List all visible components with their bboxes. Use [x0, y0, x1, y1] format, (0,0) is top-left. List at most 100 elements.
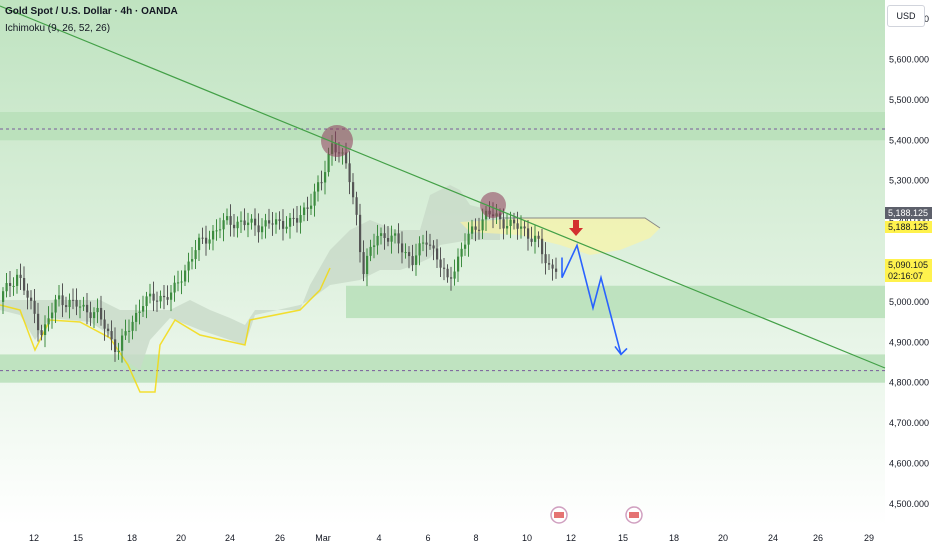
candle-body [58, 295, 61, 300]
candle-body [310, 205, 313, 209]
time-axis-label: 24 [225, 533, 235, 543]
price-axis-label: 5,000.000 [889, 297, 929, 307]
candle-body [453, 271, 456, 279]
candle-body [222, 220, 225, 230]
candle-body [502, 219, 505, 229]
candle-body [369, 246, 372, 256]
candle-body [163, 295, 166, 298]
us-event-flag-1 [629, 512, 639, 518]
zone-1 [346, 285, 885, 319]
candle-body [408, 252, 411, 257]
candle-body [268, 220, 271, 224]
candle-body [89, 312, 92, 319]
time-axis-label: 6 [425, 533, 430, 543]
candle-body [44, 324, 47, 336]
candle-body [460, 248, 463, 257]
time-axis-label: 8 [473, 533, 478, 543]
candle-body [247, 222, 250, 226]
candle-body [131, 321, 134, 331]
candle-body [9, 283, 12, 287]
price-axis-label: 5,300.000 [889, 176, 929, 186]
candle-body [107, 328, 110, 332]
candle-body [128, 330, 131, 332]
candle-body [432, 245, 435, 249]
candle-body [2, 291, 5, 302]
candle-body [394, 233, 397, 236]
candle-body [264, 220, 267, 227]
symbol-title[interactable]: Gold Spot / U.S. Dollar · 4h · OANDA [5, 6, 178, 17]
candle-body [233, 224, 236, 229]
candle-body [376, 235, 379, 246]
candle-body [450, 277, 453, 279]
candle-body [236, 221, 239, 229]
candle-body [527, 228, 530, 239]
candle-body [40, 330, 43, 336]
candle-body [446, 268, 449, 278]
candle-body [170, 292, 173, 300]
candle-body [156, 300, 159, 302]
candle-body [212, 230, 215, 240]
chart-background [0, 0, 885, 525]
candle-body [457, 256, 460, 272]
candle-body [142, 306, 145, 312]
candle-body [380, 233, 383, 236]
candle-body [404, 252, 407, 254]
candle-body [75, 299, 78, 307]
candle-body [194, 250, 197, 260]
time-axis-label: 26 [813, 533, 823, 543]
candle-body [135, 312, 138, 322]
candle-body [103, 319, 106, 329]
candle-body [271, 223, 274, 225]
candle-body [96, 307, 99, 313]
candle-body [145, 296, 148, 307]
time-axis-label: 12 [566, 533, 576, 543]
candle-body [520, 226, 523, 229]
candle-body [191, 259, 194, 262]
time-axis-label: 12 [29, 533, 39, 543]
time-axis-label: 20 [176, 533, 186, 543]
candle-body [313, 191, 316, 206]
candle-body [320, 182, 323, 184]
candle-body [478, 229, 481, 231]
time-axis-label: 29 [864, 533, 874, 543]
trendline [0, 5, 886, 369]
candle-body [240, 220, 243, 222]
candle-body [359, 214, 362, 253]
candle-body [152, 293, 155, 301]
time-axis-label: 10 [522, 533, 532, 543]
candle-body [415, 255, 418, 265]
candle-body [474, 226, 477, 230]
price-tag-upper-yellow: 5,188.125 [885, 221, 932, 233]
price-axis-label: 4,600.000 [889, 459, 929, 469]
candle-body [373, 245, 376, 247]
candle-body [551, 264, 554, 269]
candle-body [229, 216, 232, 225]
candle-body [257, 225, 260, 233]
candle-body [117, 350, 120, 353]
candle-body [509, 219, 512, 227]
candle-body [226, 216, 229, 221]
currency-button[interactable]: USD [887, 5, 925, 27]
candle-body [23, 278, 26, 291]
candle-body [401, 243, 404, 253]
time-axis-label: 18 [127, 533, 137, 543]
indicator-label[interactable]: Ichimoku (9, 26, 52, 26) [5, 23, 111, 34]
candle-body [530, 238, 533, 242]
candle-body [149, 293, 152, 297]
price-axis-label: 4,800.000 [889, 378, 929, 388]
time-axis-label: 20 [718, 533, 728, 543]
candle-body [418, 243, 421, 256]
candle-body [72, 299, 75, 301]
candle-body [534, 235, 537, 242]
candle-body [201, 237, 204, 239]
candle-body [243, 220, 246, 226]
candle-body [516, 223, 519, 229]
candle-body [289, 217, 292, 227]
candle-body [366, 255, 369, 275]
price-axis-label: 5,400.000 [889, 135, 929, 145]
candle-body [254, 218, 257, 226]
candle-body [303, 207, 306, 215]
candle-body [390, 235, 393, 242]
